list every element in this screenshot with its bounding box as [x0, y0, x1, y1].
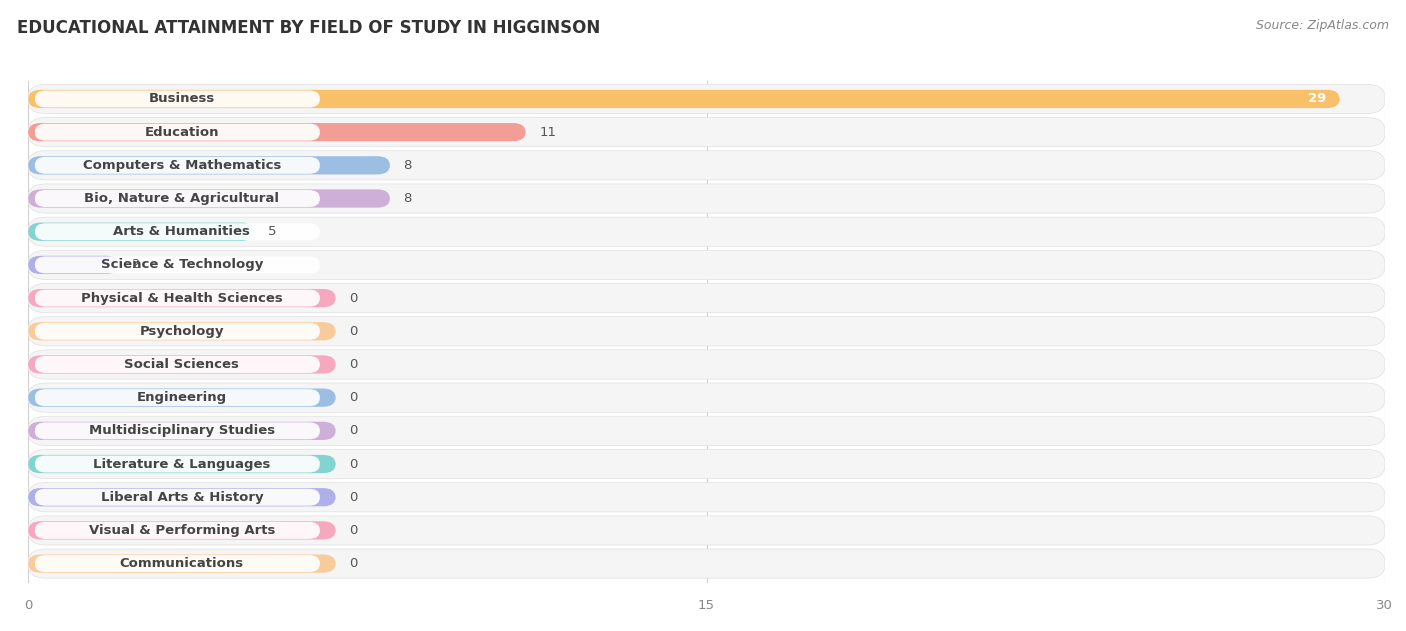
- Text: 0: 0: [349, 524, 357, 537]
- Text: Social Sciences: Social Sciences: [125, 358, 239, 371]
- FancyBboxPatch shape: [28, 488, 336, 506]
- Text: Liberal Arts & History: Liberal Arts & History: [101, 491, 263, 504]
- FancyBboxPatch shape: [28, 123, 526, 141]
- FancyBboxPatch shape: [35, 90, 319, 107]
- Text: Arts & Humanities: Arts & Humanities: [114, 225, 250, 239]
- Text: Business: Business: [149, 93, 215, 105]
- FancyBboxPatch shape: [35, 555, 319, 572]
- FancyBboxPatch shape: [28, 389, 336, 407]
- Text: 11: 11: [538, 126, 557, 139]
- FancyBboxPatch shape: [28, 455, 336, 473]
- FancyBboxPatch shape: [35, 422, 319, 439]
- Text: Education: Education: [145, 126, 219, 139]
- Text: Communications: Communications: [120, 557, 245, 570]
- FancyBboxPatch shape: [35, 290, 319, 307]
- Text: Literature & Languages: Literature & Languages: [93, 457, 270, 471]
- FancyBboxPatch shape: [28, 555, 336, 573]
- FancyBboxPatch shape: [28, 422, 336, 440]
- FancyBboxPatch shape: [35, 389, 319, 406]
- FancyBboxPatch shape: [35, 190, 319, 207]
- Text: 0: 0: [349, 325, 357, 338]
- FancyBboxPatch shape: [35, 323, 319, 339]
- FancyBboxPatch shape: [28, 90, 1340, 108]
- Text: 0: 0: [349, 358, 357, 371]
- FancyBboxPatch shape: [28, 217, 1385, 246]
- FancyBboxPatch shape: [28, 350, 1385, 379]
- FancyBboxPatch shape: [28, 483, 1385, 512]
- FancyBboxPatch shape: [28, 184, 1385, 213]
- FancyBboxPatch shape: [28, 223, 254, 241]
- Text: 0: 0: [349, 391, 357, 404]
- FancyBboxPatch shape: [35, 522, 319, 539]
- Text: EDUCATIONAL ATTAINMENT BY FIELD OF STUDY IN HIGGINSON: EDUCATIONAL ATTAINMENT BY FIELD OF STUDY…: [17, 19, 600, 37]
- FancyBboxPatch shape: [28, 117, 1385, 147]
- FancyBboxPatch shape: [28, 189, 389, 208]
- Text: 0: 0: [349, 557, 357, 570]
- Text: 2: 2: [132, 259, 141, 271]
- Text: 0: 0: [349, 491, 357, 504]
- FancyBboxPatch shape: [35, 157, 319, 174]
- FancyBboxPatch shape: [28, 516, 1385, 545]
- Text: Computers & Mathematics: Computers & Mathematics: [83, 159, 281, 172]
- FancyBboxPatch shape: [28, 322, 336, 340]
- FancyBboxPatch shape: [28, 416, 1385, 445]
- Text: Multidisciplinary Studies: Multidisciplinary Studies: [89, 424, 276, 437]
- Text: 0: 0: [349, 457, 357, 471]
- Text: Source: ZipAtlas.com: Source: ZipAtlas.com: [1256, 19, 1389, 32]
- FancyBboxPatch shape: [28, 383, 1385, 412]
- FancyBboxPatch shape: [28, 251, 1385, 280]
- FancyBboxPatch shape: [28, 317, 1385, 346]
- Text: 29: 29: [1308, 93, 1326, 105]
- FancyBboxPatch shape: [35, 456, 319, 473]
- Text: Science & Technology: Science & Technology: [101, 259, 263, 271]
- FancyBboxPatch shape: [28, 549, 1385, 578]
- Text: Physical & Health Sciences: Physical & Health Sciences: [82, 292, 283, 305]
- Text: Visual & Performing Arts: Visual & Performing Arts: [89, 524, 276, 537]
- Text: 5: 5: [267, 225, 277, 239]
- FancyBboxPatch shape: [28, 449, 1385, 479]
- FancyBboxPatch shape: [28, 521, 336, 540]
- FancyBboxPatch shape: [35, 124, 319, 141]
- FancyBboxPatch shape: [35, 489, 319, 505]
- Text: 0: 0: [349, 292, 357, 305]
- FancyBboxPatch shape: [28, 156, 389, 174]
- FancyBboxPatch shape: [28, 256, 118, 274]
- FancyBboxPatch shape: [28, 85, 1385, 114]
- Text: Engineering: Engineering: [136, 391, 226, 404]
- Text: Psychology: Psychology: [139, 325, 224, 338]
- FancyBboxPatch shape: [28, 289, 336, 307]
- FancyBboxPatch shape: [35, 223, 319, 240]
- Text: 8: 8: [404, 159, 412, 172]
- FancyBboxPatch shape: [35, 256, 319, 273]
- Text: 8: 8: [404, 192, 412, 205]
- FancyBboxPatch shape: [28, 355, 336, 374]
- FancyBboxPatch shape: [28, 151, 1385, 180]
- Text: 0: 0: [349, 424, 357, 437]
- FancyBboxPatch shape: [28, 283, 1385, 313]
- Text: Bio, Nature & Agricultural: Bio, Nature & Agricultural: [84, 192, 280, 205]
- FancyBboxPatch shape: [35, 356, 319, 373]
